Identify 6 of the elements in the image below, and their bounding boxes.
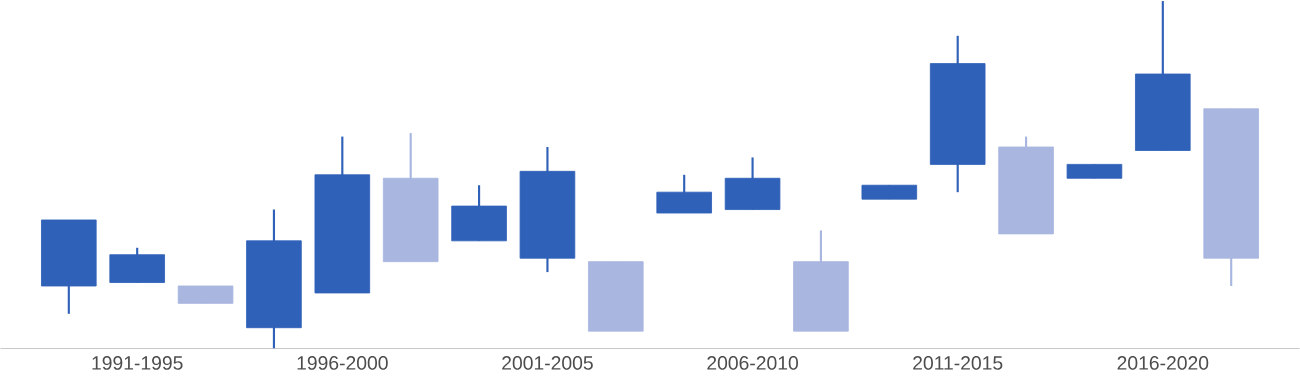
x-tick-label: 2011-2015 bbox=[913, 356, 1003, 370]
x-tick-label: 2006-2010 bbox=[707, 356, 799, 370]
x-tick-label: 2016-2020 bbox=[1117, 356, 1209, 370]
x-tick-label: 2001-2005 bbox=[502, 356, 593, 370]
x-tick-label: 1996-2000 bbox=[297, 356, 388, 370]
x-tick-label: 1991-1995 bbox=[92, 356, 183, 370]
